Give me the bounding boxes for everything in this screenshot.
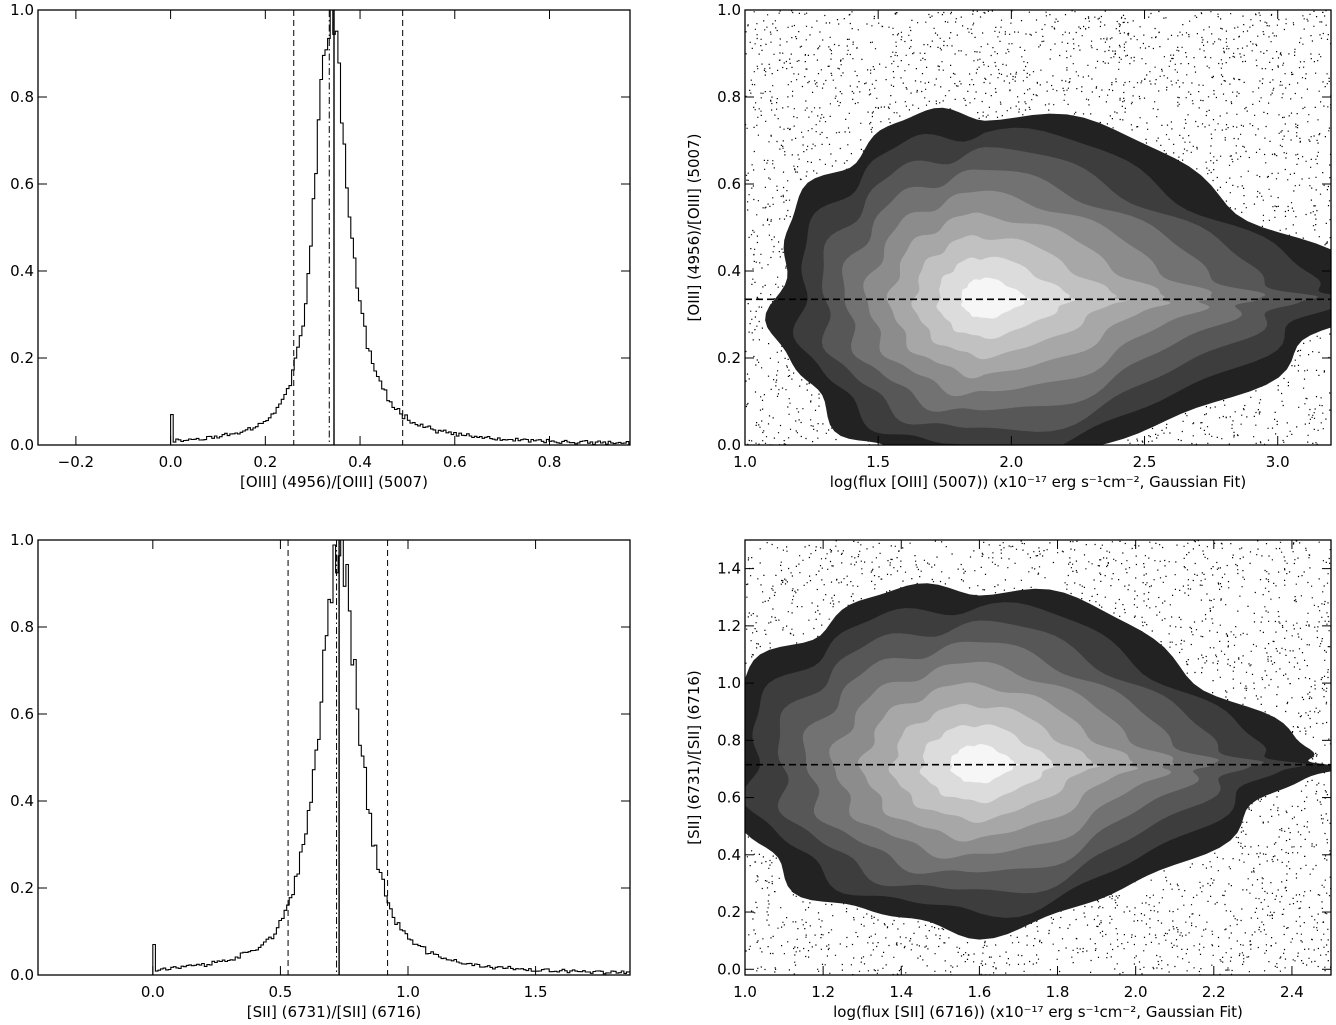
- x-tick-label: 1.4: [889, 983, 913, 1001]
- x-axis-label: [OIII] (4956)/[OIII] (5007): [240, 473, 428, 491]
- contour-layer: [745, 540, 1331, 975]
- x-tick-label: 0.0: [159, 453, 183, 471]
- y-axis-label: [OIII] (4956)/[OIII] (5007): [685, 134, 703, 322]
- y-tick-label: 1.0: [10, 531, 34, 549]
- x-axis-label: [SII] (6731)/[SII] (6716): [247, 1003, 422, 1021]
- x-tick-label: 1.2: [811, 983, 835, 1001]
- x-tick-label: 1.6: [967, 983, 991, 1001]
- x-tick-label: 0.0: [141, 983, 165, 1001]
- x-tick-label: −0.2: [58, 453, 94, 471]
- y-tick-label: 0.2: [10, 879, 34, 897]
- x-tick-label: 2.4: [1280, 983, 1304, 1001]
- y-tick-label: 0.0: [717, 960, 741, 978]
- y-tick-label: 0.0: [10, 436, 34, 454]
- y-tick-label: 0.8: [717, 88, 741, 106]
- plot-frame: [37, 539, 631, 976]
- histogram-steps: [170, 10, 630, 445]
- x-tick-label: 0.8: [538, 453, 562, 471]
- plot-frame: [744, 539, 1332, 976]
- x-tick-label: 1.0: [396, 983, 420, 1001]
- y-tick-label: 0.4: [10, 792, 34, 810]
- x-tick-label: 2.0: [999, 453, 1023, 471]
- y-tick-label: 0.2: [10, 349, 34, 367]
- histogram-steps: [152, 540, 630, 975]
- y-tick-label: 0.0: [717, 436, 741, 454]
- y-tick-label: 0.0: [10, 966, 34, 984]
- y-axis-label: [SII] (6731)/[SII] (6716): [685, 670, 703, 845]
- y-tick-label: 1.4: [717, 560, 741, 578]
- x-tick-label: 0.2: [253, 453, 277, 471]
- contour-level-9: [950, 744, 1021, 784]
- x-tick-label: 2.5: [1133, 453, 1157, 471]
- y-tick-label: 0.2: [717, 903, 741, 921]
- y-tick-label: 0.6: [717, 789, 741, 807]
- panel-1: −0.2 0.0 0.2 0.4 0.6 0.8 0.0 0.2 0.4 0.6 0.8 1.0 [OI…: [10, 1, 631, 491]
- y-tick-label: 0.8: [10, 618, 34, 636]
- plot-frame: [37, 9, 631, 446]
- y-tick-label: 1.0: [717, 674, 741, 692]
- y-tick-label: 0.4: [717, 262, 741, 280]
- y-tick-label: 0.4: [10, 262, 34, 280]
- x-tick-label: 2.0: [1124, 983, 1148, 1001]
- x-tick-label: 1.5: [866, 453, 890, 471]
- x-tick-label: 1.8: [1046, 983, 1070, 1001]
- x-tick-label: 0.4: [348, 453, 372, 471]
- x-tick-label: 3.0: [1266, 453, 1290, 471]
- y-tick-label: 0.8: [10, 88, 34, 106]
- y-tick-label: 0.8: [717, 731, 741, 749]
- panel-3: 0.0 0.5 1.0 1.5 0.0 0.2 0.4 0.6 0.8 1.0 [SII] (673…: [10, 531, 631, 1021]
- y-tick-label: 0.2: [717, 349, 741, 367]
- panel-2: 1.0 1.5 2.0 2.5 3.0 0.0 0.2 0.4 0.6 0.8 1.0 log(flu…: [685, 1, 1332, 491]
- y-tick-label: 1.2: [717, 617, 741, 635]
- x-tick-label: 0.5: [268, 983, 292, 1001]
- panel-4: 1.0 1.2 1.4 1.6 1.8 2.0 2.2 2.4 0.0 0.2 0.4 0.6 0.8 1…: [685, 539, 1332, 1021]
- y-tick-label: 0.6: [10, 705, 34, 723]
- y-tick-label: 1.0: [717, 1, 741, 19]
- x-tick-label: 0.6: [443, 453, 467, 471]
- y-tick-label: 0.4: [717, 846, 741, 864]
- x-tick-label: 2.2: [1202, 983, 1226, 1001]
- y-tick-label: 1.0: [10, 1, 34, 19]
- x-tick-label: 1.0: [733, 983, 757, 1001]
- plot-frame: [744, 9, 1332, 446]
- contour-layer: [745, 10, 1331, 445]
- x-tick-label: 1.5: [524, 983, 548, 1001]
- y-tick-label: 0.6: [717, 175, 741, 193]
- x-tick-label: 1.0: [733, 453, 757, 471]
- x-axis-label: log(flux [OIII] (5007)) (x10⁻¹⁷ erg s⁻¹c…: [830, 473, 1246, 491]
- y-tick-label: 0.6: [10, 175, 34, 193]
- contour-level-9: [961, 277, 1033, 319]
- x-axis-label: log(flux [SII] (6716)) (x10⁻¹⁷ erg s⁻¹cm…: [833, 1003, 1243, 1021]
